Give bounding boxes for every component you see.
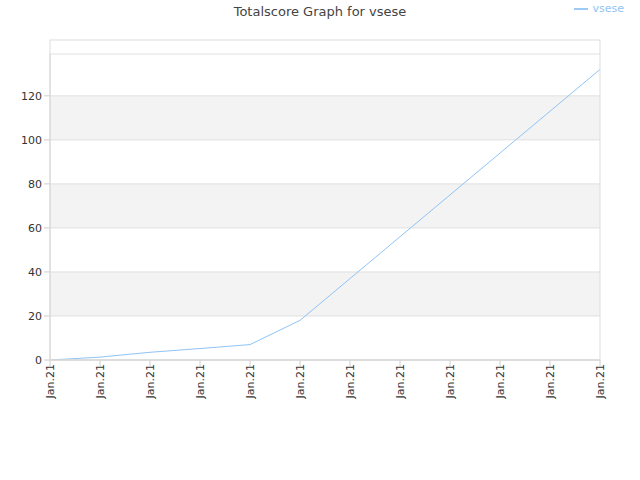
svg-text:Jan.21: Jan.21 [94,364,107,399]
svg-text:20: 20 [28,310,42,323]
html-text:vsese: vsese [592,2,624,15]
svg-text:Jan.21: Jan.21 [294,364,307,399]
svg-text:120: 120 [21,90,42,103]
svg-text:Jan.21: Jan.21 [594,364,607,399]
svg-text:Jan.21: Jan.21 [444,364,457,399]
svg-text:Jan.21: Jan.21 [394,364,407,399]
svg-text:Jan.21: Jan.21 [494,364,507,399]
svg-text:60: 60 [28,222,42,235]
svg-text:0: 0 [35,354,42,367]
html-text:Totalscore Graph for vsese: Totalscore Graph for vsese [233,4,407,19]
svg-text:Jan.21: Jan.21 [144,364,157,399]
svg-text:100: 100 [21,134,42,147]
svg-text:80: 80 [28,178,42,191]
svg-text:Jan.21: Jan.21 [194,364,207,399]
svg-text:Jan.21: Jan.21 [344,364,357,399]
svg-text:Jan.21: Jan.21 [544,364,557,399]
svg-text:40: 40 [28,266,42,279]
svg-text:Jan.21: Jan.21 [244,364,257,399]
svg-text:Jan.21: Jan.21 [44,364,57,399]
